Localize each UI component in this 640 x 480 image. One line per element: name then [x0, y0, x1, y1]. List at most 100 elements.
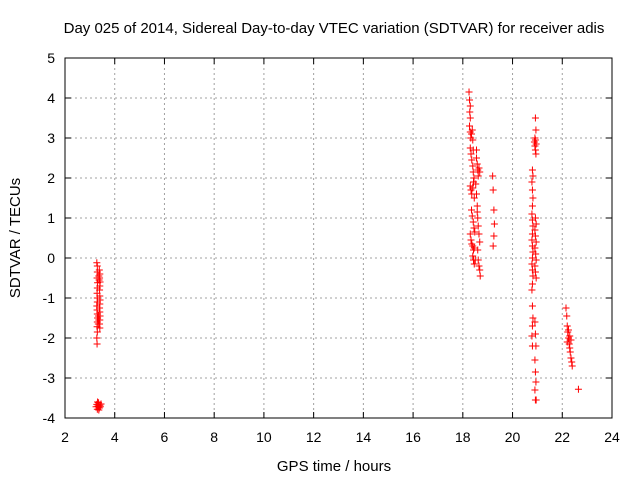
data-point	[531, 356, 539, 364]
data-point	[93, 340, 101, 348]
data-point	[473, 208, 481, 216]
y-tick-label: -1	[43, 290, 56, 306]
y-axis-tick-labels: -4 -3 -2 -1 0 1 2 3 4 5	[43, 50, 56, 426]
data-point	[466, 122, 474, 130]
axis-ticks	[64, 57, 613, 419]
data-point	[566, 332, 574, 340]
y-tick-label: 4	[47, 90, 55, 106]
grid	[65, 58, 612, 418]
data-point	[473, 160, 481, 168]
y-tick-label: 1	[47, 210, 55, 226]
data-point	[470, 224, 478, 232]
data-point	[468, 206, 476, 214]
data-point	[469, 162, 477, 170]
data-point	[466, 102, 474, 110]
data-point	[489, 242, 497, 250]
data-point	[532, 378, 540, 386]
data-point	[529, 194, 537, 202]
y-tick-label: 5	[47, 50, 55, 66]
chart-title: Day 025 of 2014, Sidereal Day-to-day VTE…	[64, 20, 605, 37]
data-point	[472, 154, 480, 162]
data-point	[94, 398, 102, 406]
data-point	[532, 274, 540, 282]
data-point	[93, 328, 101, 336]
data-point	[532, 220, 540, 228]
data-point	[528, 302, 536, 310]
data-point	[469, 184, 477, 192]
data-point	[531, 368, 539, 376]
data-point	[93, 334, 101, 342]
data-point	[529, 314, 537, 322]
data-point	[562, 304, 570, 312]
y-tick-label: -4	[43, 410, 56, 426]
data-point	[531, 262, 539, 270]
data-point	[528, 178, 536, 186]
data-point	[528, 254, 536, 262]
x-tick-label: 16	[405, 429, 421, 445]
x-tick-label: 8	[210, 429, 218, 445]
data-point	[471, 228, 479, 236]
x-tick-label: 12	[306, 429, 322, 445]
data-point	[532, 150, 540, 158]
data-point	[531, 386, 539, 394]
data-point	[472, 190, 480, 198]
data-point	[528, 286, 536, 294]
data-point	[470, 194, 478, 202]
data-point	[528, 166, 536, 174]
data-point	[474, 256, 482, 264]
data-point	[94, 320, 102, 328]
data-point	[531, 268, 539, 276]
data-point	[531, 244, 539, 252]
data-point	[465, 88, 473, 96]
data-point	[574, 385, 582, 393]
data-point	[476, 238, 484, 246]
x-tick-label: 18	[455, 429, 471, 445]
data-point	[567, 354, 575, 362]
data-point	[532, 342, 540, 350]
data-point	[93, 262, 101, 270]
data-point	[528, 202, 536, 210]
data-point	[564, 326, 572, 334]
data-point	[476, 266, 484, 274]
data-point	[474, 214, 482, 222]
data-point	[563, 322, 571, 330]
data-point	[473, 202, 481, 210]
y-tick-label: 2	[47, 170, 55, 186]
data-point	[568, 362, 576, 370]
data-point	[466, 230, 474, 238]
data-point	[528, 186, 536, 194]
data-point	[490, 206, 498, 214]
data-point	[474, 246, 482, 254]
data-point	[531, 214, 539, 222]
data-point	[532, 238, 540, 246]
data-point	[490, 232, 498, 240]
data-point	[475, 164, 483, 172]
x-tick-label: 22	[554, 429, 570, 445]
data-point	[472, 180, 480, 188]
data-point	[470, 260, 478, 268]
data-point	[475, 230, 483, 238]
data-point	[468, 126, 476, 134]
data-point	[567, 336, 575, 344]
data-point	[528, 210, 536, 218]
data-point	[466, 108, 474, 116]
data-point	[531, 318, 539, 326]
x-axis-tick-labels: 2 4 6 8 10 12 14 16 18 20 22 24	[61, 429, 620, 445]
plot-frame	[64, 57, 613, 419]
y-tick-label: 0	[47, 250, 55, 266]
data-point	[467, 150, 475, 158]
data-point	[528, 280, 536, 288]
x-tick-label: 20	[505, 429, 521, 445]
data-point	[476, 168, 484, 176]
data-point	[467, 236, 475, 244]
data-point	[531, 232, 539, 240]
data-point	[469, 136, 477, 144]
data-point	[95, 272, 103, 280]
y-tick-label: -3	[43, 370, 56, 386]
data-point	[466, 114, 474, 122]
data-point	[476, 272, 484, 280]
data-point	[468, 212, 476, 220]
x-tick-label: 2	[61, 429, 69, 445]
x-tick-label: 14	[356, 429, 372, 445]
